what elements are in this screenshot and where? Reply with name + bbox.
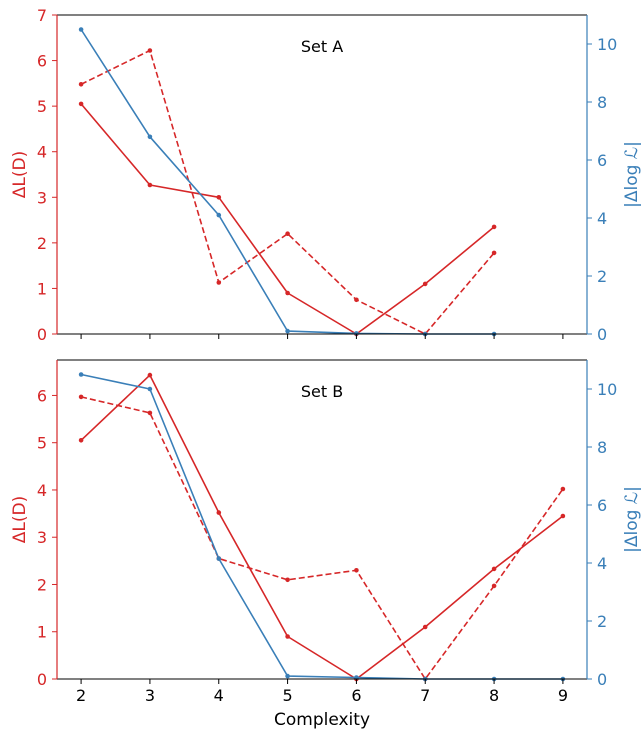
p1-series-1-point-3 xyxy=(285,231,290,236)
p2-x-tick-label-9: 9 xyxy=(558,686,568,705)
p2-y-left-tick-label-2: 2 xyxy=(37,575,47,594)
p1-series-0-line xyxy=(80,103,495,335)
p2-series-1-point-6 xyxy=(491,583,497,589)
p1-series-0-point-3 xyxy=(285,290,290,296)
p2-y-left-axis-label: ΔL(D) xyxy=(10,496,30,543)
p2-series-1-line xyxy=(80,396,564,680)
p2-x-tick-label-4: 4 xyxy=(214,686,224,705)
p2-series-1-point-1 xyxy=(147,410,153,416)
p2-series-2-point-2 xyxy=(216,556,222,561)
p2-y-right-tick-label-6: 6 xyxy=(597,496,607,515)
p1-y-right-tick-label-4: 4 xyxy=(597,209,607,228)
p2-y-left-tick-label-6: 6 xyxy=(37,386,47,405)
p2-series-1-point-3 xyxy=(285,577,290,583)
p2-y-right-tick-label-10: 10 xyxy=(597,380,617,399)
p1-series-0-point-1 xyxy=(147,182,153,188)
p1-series-0-point-6 xyxy=(491,224,497,230)
p2-series-0-point-6 xyxy=(491,566,497,572)
p1-y-left-tick-label-4: 4 xyxy=(37,143,47,162)
p1-series-1-point-0 xyxy=(78,82,84,87)
p2-series-1-point-7 xyxy=(560,486,566,492)
p1-y-left-tick-label-3: 3 xyxy=(37,188,47,207)
p1-y-left-tick-label-1: 1 xyxy=(37,279,47,298)
panel-set-a: Set A 0 1 2 3 4 5 6 7 0 2 4 6 8 10 ΔL(D) |Δlog ℒ| xyxy=(10,6,642,344)
p1-series-2-point-2 xyxy=(216,212,222,218)
p2-y-right-tick-label-4: 4 xyxy=(597,554,607,573)
p2-series-2-point-0 xyxy=(78,372,84,377)
p1-series-0-point-2 xyxy=(216,195,222,200)
p1-y-left-tick-label-2: 2 xyxy=(37,234,47,253)
p2-y-left-tick-label-0: 0 xyxy=(37,670,47,689)
panel-title-set-b: Set B xyxy=(301,382,343,401)
p2-series-2-point-3 xyxy=(285,673,290,679)
p1-y-right-tick-label-10: 10 xyxy=(597,35,617,54)
p2-y-right-tick-label-0: 0 xyxy=(597,670,607,689)
p2-series-1-point-4 xyxy=(354,568,359,573)
p1-y-left-tick-label-5: 5 xyxy=(37,97,47,116)
p1-y-left-axis-label: ΔL(D) xyxy=(10,151,30,198)
p2-y-right-axis-label: |Δlog ℒ| xyxy=(622,486,642,553)
p1-series-2-point-4 xyxy=(354,331,359,336)
p2-y-left-tick-label-4: 4 xyxy=(37,481,47,500)
p2-x-tick-label-8: 8 xyxy=(489,686,499,705)
p1-series-2-point-0 xyxy=(78,27,84,32)
p1-series-2-line xyxy=(80,29,495,335)
p1-series-1-point-1 xyxy=(147,48,153,53)
p1-y-right-tick-label-0: 0 xyxy=(597,325,607,344)
p1-series-1-point-2 xyxy=(216,280,222,285)
p2-x-tick-label-3: 3 xyxy=(145,686,155,705)
p2-series-0-point-5 xyxy=(422,624,428,630)
p2-y-right-tick-label-8: 8 xyxy=(597,438,607,457)
p2-y-left-tick-label-1: 1 xyxy=(37,623,47,642)
p2-x-tick-label-7: 7 xyxy=(420,686,430,705)
p1-y-right-tick-label-6: 6 xyxy=(597,151,607,170)
p2-series-0-point-2 xyxy=(216,510,222,515)
p2-series-0-point-0 xyxy=(78,438,84,443)
p2-y-right-tick-label-2: 2 xyxy=(597,612,607,631)
p1-y-right-axis-label: |Δlog ℒ| xyxy=(622,141,642,208)
p2-series-0-point-3 xyxy=(285,634,290,639)
p2-series-1-point-0 xyxy=(78,394,84,400)
p1-series-1-point-4 xyxy=(354,297,359,303)
p2-series-2-point-1 xyxy=(147,386,153,392)
panel-title-set-a: Set A xyxy=(301,37,343,56)
p1-y-left-tick-label-6: 6 xyxy=(37,52,47,71)
p1-series-2-point-1 xyxy=(147,134,153,140)
p1-series-0-point-5 xyxy=(422,281,428,287)
p2-series-0-point-7 xyxy=(560,513,566,519)
p2-series-2-line xyxy=(80,373,563,680)
p2-x-tick-label-2: 2 xyxy=(76,686,86,705)
p2-y-left-tick-label-5: 5 xyxy=(37,434,47,453)
p1-y-right-tick-label-2: 2 xyxy=(597,267,607,286)
p1-series-1-point-6 xyxy=(491,250,497,256)
p1-y-right-tick-label-8: 8 xyxy=(597,93,607,112)
panel-set-b: Set B 2 3 4 5 6 7 8 9 0 1 2 3 4 5 6 0 2 4 6 8 10 ΔL(D) |Δlog ℒ… xyxy=(10,359,642,705)
p2-series-0-line xyxy=(80,374,564,680)
p1-series-2-point-3 xyxy=(285,328,290,334)
p1-y-left-tick-label-0: 0 xyxy=(37,325,47,344)
x-axis-label: Complexity xyxy=(274,710,370,730)
p2-x-tick-label-6: 6 xyxy=(351,686,361,705)
p1-y-left-tick-label-7: 7 xyxy=(37,6,47,25)
p1-series-0-point-0 xyxy=(78,101,84,107)
p2-series-0-point-1 xyxy=(147,372,153,378)
p2-y-left-tick-label-3: 3 xyxy=(37,528,47,547)
p2-x-tick-label-5: 5 xyxy=(282,686,292,705)
